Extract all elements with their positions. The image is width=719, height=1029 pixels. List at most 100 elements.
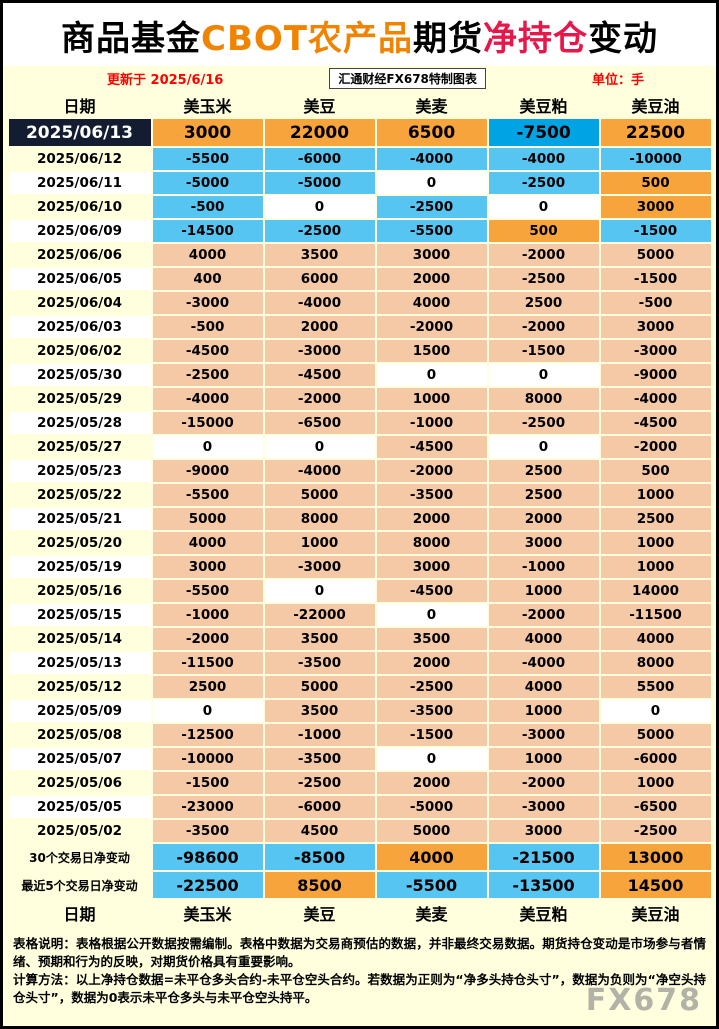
summary-value-cell: -13500 <box>488 872 599 898</box>
value-cell: -2500 <box>264 772 375 794</box>
value-cell: 22000 <box>264 119 375 146</box>
summary-value-cell: 13000 <box>600 844 711 870</box>
summary-value-cell: -8500 <box>264 844 375 870</box>
column-header: 美玉米 <box>183 96 232 116</box>
value-cell: 3000 <box>152 556 263 578</box>
value-cell: 3000 <box>376 244 487 266</box>
value-cell: 2500 <box>600 508 711 530</box>
value-cell: 2000 <box>376 508 487 530</box>
value-cell: 1000 <box>600 556 711 578</box>
value-cell: 0 <box>600 700 711 722</box>
value-cell: 0 <box>264 196 375 218</box>
table-row: 2025/05/06 -1500 -2500 2000 -2000 1000 <box>9 772 711 794</box>
value-cell: -1500 <box>152 772 263 794</box>
table-row: 2025/05/22 -5500 5000 -3500 2500 1000 <box>9 484 711 506</box>
table-row: 2025/06/04 -3000 -4000 4000 2500 -500 <box>9 292 711 314</box>
notes-method-text: 以上净持仓数据=未平仓多头合约-未平仓空头合约。若数据为正则为“净多头持仓头寸”… <box>13 972 706 1006</box>
value-cell: -15000 <box>152 412 263 434</box>
value-cell: -6000 <box>264 796 375 818</box>
date-cell: 2025/06/12 <box>36 151 122 167</box>
value-cell: -2500 <box>488 412 599 434</box>
value-cell: -4500 <box>600 412 711 434</box>
value-cell: -500 <box>152 196 263 218</box>
value-cell: 5500 <box>600 676 711 698</box>
value-cell: -12500 <box>152 724 263 746</box>
value-cell: -4500 <box>264 364 375 386</box>
value-cell: 5000 <box>600 244 711 266</box>
table-row: 2025/06/11 -5000 -5000 0 -2500 500 <box>8 172 711 194</box>
value-cell: 8000 <box>488 388 599 410</box>
value-cell: 5000 <box>376 820 487 842</box>
title-segment-cbot: CBOT农产品 <box>201 19 413 59</box>
value-cell: -9000 <box>152 460 263 482</box>
table-row: 2025/05/09 0 3500 -3500 1000 0 <box>8 700 711 722</box>
summary-value-cell: -98600 <box>152 844 263 870</box>
value-cell: 5000 <box>600 724 711 746</box>
value-cell: 0 <box>152 700 263 722</box>
value-cell: 6500 <box>376 119 487 146</box>
meta-row: 更新于 2025/6/16 汇通财经FX678特制图表 单位：手 <box>3 66 716 90</box>
value-cell: 1000 <box>264 532 375 554</box>
value-cell: 4000 <box>376 292 487 314</box>
source-badge: 汇通财经FX678特制图表 <box>329 68 486 89</box>
value-cell: -2000 <box>488 604 599 626</box>
table-body: 2025/06/13 3000 22000 6500 -7500 22500 2025/06… <box>8 119 711 842</box>
fx678-watermark: FX678 <box>585 982 702 1018</box>
date-cell: 2025/05/19 <box>8 556 151 578</box>
value-cell: -1000 <box>376 412 487 434</box>
table-row: 2025/05/14 -2000 3500 3500 4000 4000 <box>9 628 711 650</box>
value-cell: 0 <box>376 748 487 770</box>
column-header: 美豆 <box>303 904 336 924</box>
table-row: 2025/06/06 4000 3500 3000 -2000 5000 <box>9 244 711 266</box>
value-cell: 5000 <box>264 484 375 506</box>
value-cell: 500 <box>600 460 711 482</box>
date-cell: 2025/06/10 <box>36 199 122 215</box>
value-cell: -1500 <box>600 220 711 242</box>
table-row: 2025/05/30 -2500 -4500 0 0 -9000 <box>8 364 711 386</box>
value-cell: 5000 <box>152 508 263 530</box>
value-cell: -3000 <box>264 556 375 578</box>
table-row: 2025/05/20 4000 1000 8000 3000 1000 <box>9 532 711 554</box>
value-cell: 0 <box>488 196 599 218</box>
value-cell: -1500 <box>600 268 711 290</box>
summary-label: 30个交易日净变动 <box>29 850 130 865</box>
table-row: 2025/05/13 -11500 -3500 2000 -4000 8000 <box>8 652 711 674</box>
value-cell: -1500 <box>488 340 599 362</box>
date-cell: 2025/06/03 <box>8 316 151 338</box>
value-cell: -6000 <box>600 748 711 770</box>
value-cell: -5000 <box>152 172 263 194</box>
value-cell: -6500 <box>264 412 375 434</box>
summary-value-cell: -22500 <box>152 872 263 898</box>
date-cell: 2025/05/09 <box>8 700 151 722</box>
value-cell: 4000 <box>152 532 263 554</box>
value-cell: -2500 <box>376 676 487 698</box>
date-cell: 2025/05/30 <box>8 364 151 386</box>
notes-description-text: 表格根据公开数据按需编制。表格中数据为交易商预估的数据，并非最终交易数据。期货持… <box>13 936 706 970</box>
value-cell: 2000 <box>264 316 375 338</box>
date-cell: 2025/05/13 <box>8 652 151 674</box>
column-header: 美麦 <box>415 904 448 924</box>
notes-description-label: 表格说明： <box>13 936 77 951</box>
value-cell: 2500 <box>488 460 599 482</box>
value-cell: 2500 <box>488 292 599 314</box>
table-row: 2025/06/12 -5500 -6000 -4000 -4000 -10000 <box>9 148 711 170</box>
update-date-label: 更新于 2025/6/16 <box>107 73 224 88</box>
value-cell: 0 <box>376 604 487 626</box>
page-title: 商品基金CBOT农产品期货净持仓变动 <box>3 3 716 66</box>
value-cell: -1000 <box>152 604 263 626</box>
table-row: 2025/06/13 3000 22000 6500 -7500 22500 <box>8 119 711 146</box>
date-cell: 2025/05/07 <box>8 748 151 770</box>
table-row: 2025/05/23 -9000 -4000 -2000 2500 500 <box>8 460 711 482</box>
value-cell: -5000 <box>376 796 487 818</box>
value-cell: -2000 <box>152 628 263 650</box>
table-row: 2025/05/12 2500 5000 -2500 4000 5500 <box>9 676 711 698</box>
value-cell: -4000 <box>376 148 487 170</box>
value-cell: -2500 <box>600 820 711 842</box>
date-cell: 2025/05/22 <box>36 487 122 503</box>
value-cell: 4500 <box>264 820 375 842</box>
date-cell: 2025/05/08 <box>36 727 122 743</box>
date-cell: 2025/06/05 <box>8 268 151 290</box>
table-row: 2025/05/27 0 0 -4500 0 -2000 <box>9 436 711 458</box>
summary-label: 最近5个交易日净变动 <box>21 878 138 893</box>
value-cell: -500 <box>600 292 711 314</box>
